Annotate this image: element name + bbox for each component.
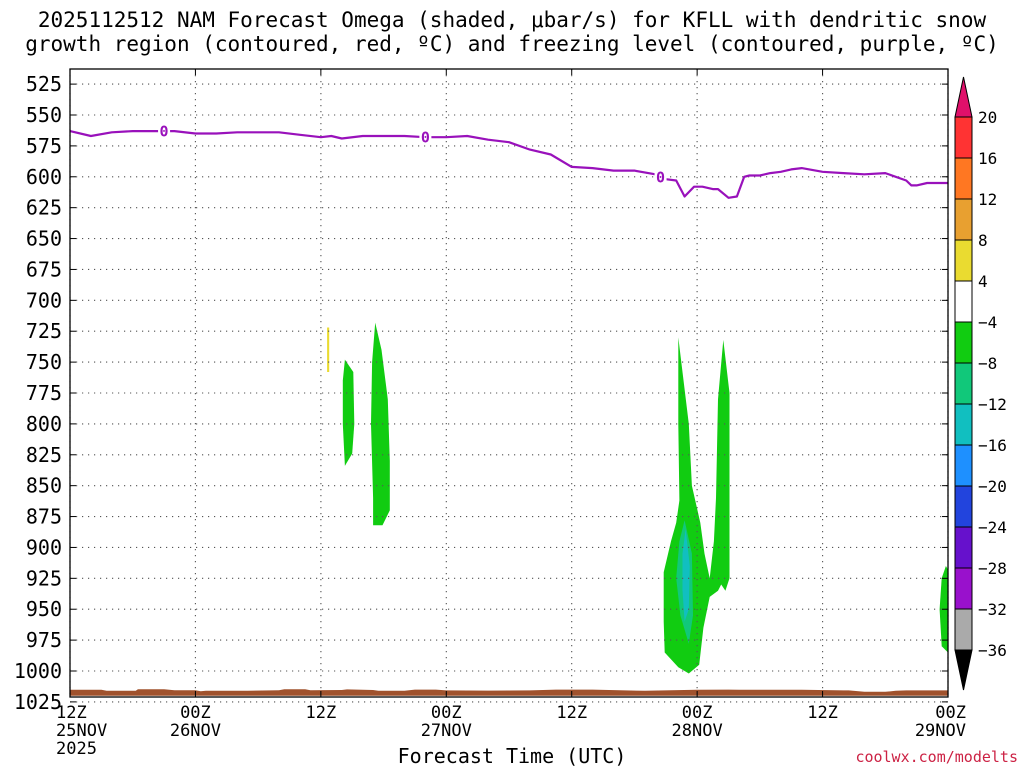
omega-shaded-regions xyxy=(327,322,948,674)
colorbar-label: 4 xyxy=(978,272,988,291)
x-tick-label-date: 25NOV xyxy=(56,721,107,741)
colorbar-label: −12 xyxy=(978,395,1007,414)
y-tick-label: 575 xyxy=(26,134,62,158)
x-tick-label-time: 00Z xyxy=(682,703,713,723)
x-axis-title: Forecast Time (UTC) xyxy=(397,744,627,768)
colorbar-bin xyxy=(954,280,973,323)
colorbar-label: −8 xyxy=(978,354,997,373)
colorbar-bin xyxy=(954,198,973,241)
colorbar-bin xyxy=(954,362,973,405)
y-tick-label: 875 xyxy=(26,505,62,529)
colorbar-bin xyxy=(954,485,973,528)
freezing-level-label: 0 xyxy=(421,129,430,147)
y-tick-label: 700 xyxy=(26,288,62,312)
plot-frame xyxy=(69,68,949,703)
y-tick-label: 800 xyxy=(26,412,62,436)
freezing-level-label-bg xyxy=(419,129,432,146)
colorbar-label: −32 xyxy=(978,600,1007,619)
colorbar-label: 12 xyxy=(978,190,997,209)
y-tick-label: 925 xyxy=(26,566,62,590)
x-tick-label-time: 12Z xyxy=(556,703,587,723)
y-tick-label: 1025 xyxy=(14,690,62,714)
colorbar-bin xyxy=(954,116,973,159)
colorbar-label: −20 xyxy=(978,477,1007,496)
colorbar-bin xyxy=(954,567,973,610)
x-tick-label-time: 00Z xyxy=(935,703,966,723)
x-tick-label-date: 28NOV xyxy=(672,721,723,741)
colorbar-label: 20 xyxy=(978,108,997,127)
x-tick-label-date: 27NOV xyxy=(421,721,472,741)
axes-labels: 525 550 575 600 625 650 675 700 725 750 775 800 825 8… xyxy=(14,72,966,759)
x-tick-label-time: 12Z xyxy=(56,703,87,723)
terrain-band xyxy=(70,689,948,696)
colorbar-label: −4 xyxy=(978,313,997,332)
omega-region-1 xyxy=(342,359,355,466)
y-tick-label: 775 xyxy=(26,381,62,405)
colorbar-label: −24 xyxy=(978,518,1007,537)
colorbar-bin xyxy=(954,239,973,282)
freezing-level-label-bg xyxy=(158,123,171,140)
site-credit[interactable]: coolwx.com/modelts xyxy=(855,748,1018,766)
colorbar-bin xyxy=(954,444,973,487)
x-tick-label-time: 00Z xyxy=(180,703,211,723)
y-tick-label: 950 xyxy=(26,597,62,621)
grid-lines xyxy=(69,69,949,703)
colorbar-bin xyxy=(954,403,973,446)
colorbar-label: −28 xyxy=(978,559,1007,578)
y-tick-label: 825 xyxy=(26,443,62,467)
freezing-level-label: 0 xyxy=(656,168,665,186)
y-tick-label: 625 xyxy=(26,196,62,220)
colorbar-bin xyxy=(954,157,973,200)
colorbar-bin xyxy=(954,321,973,364)
omega-region-0 xyxy=(327,327,330,372)
x-tick-label-year: 2025 xyxy=(56,739,97,759)
freezing-level-contour: 0 0 0 xyxy=(69,123,948,199)
colorbar-bottom-triangle xyxy=(954,649,973,691)
chart-title-line-1: 2025112512 NAM Forecast Omega (shaded, μ… xyxy=(37,8,987,32)
x-tick-label-time: 00Z xyxy=(431,703,462,723)
y-tick-label: 550 xyxy=(26,103,62,127)
colorbar-bin xyxy=(954,608,973,651)
x-tick-label-time: 12Z xyxy=(807,703,838,723)
colorbar-label: −16 xyxy=(978,436,1007,455)
omega-region-5 xyxy=(682,528,690,622)
y-tick-label: 675 xyxy=(26,257,62,281)
y-tick-label: 850 xyxy=(26,474,62,498)
colorbar: 20 16 12 8 4 −4 −8 −12 −16 −20 −24 −28 −32 −36 xyxy=(954,76,1007,691)
y-tick-label: 525 xyxy=(26,72,62,96)
x-tick-label-date: 26NOV xyxy=(170,721,221,741)
y-tick-label: 650 xyxy=(26,227,62,251)
chart-title-line-2: growth region (contoured, red, ºC) and f… xyxy=(25,32,999,56)
freezing-level-label-bg xyxy=(654,168,667,185)
freezing-level-label: 0 xyxy=(160,123,169,141)
y-tick-label: 750 xyxy=(26,350,62,374)
y-tick-label: 1000 xyxy=(14,659,62,683)
freezing-level-line xyxy=(69,130,948,199)
colorbar-label: 16 xyxy=(978,149,997,168)
colorbar-label: −36 xyxy=(978,641,1007,660)
y-tick-label: 600 xyxy=(26,165,62,189)
y-tick-label: 975 xyxy=(26,628,62,652)
y-tick-label: 900 xyxy=(26,535,62,559)
terrain-fill xyxy=(70,689,948,696)
omega-region-2 xyxy=(371,322,390,526)
plot-border xyxy=(69,68,949,698)
x-tick-label-date: 29NOV xyxy=(915,721,966,741)
colorbar-label: 8 xyxy=(978,231,988,250)
chart-title: 2025112512 NAM Forecast Omega (shaded, μ… xyxy=(0,8,1024,56)
colorbar-bin xyxy=(954,526,973,569)
x-tick-label-time: 12Z xyxy=(305,703,336,723)
y-tick-label: 725 xyxy=(26,319,62,343)
colorbar-top-triangle xyxy=(954,76,973,118)
